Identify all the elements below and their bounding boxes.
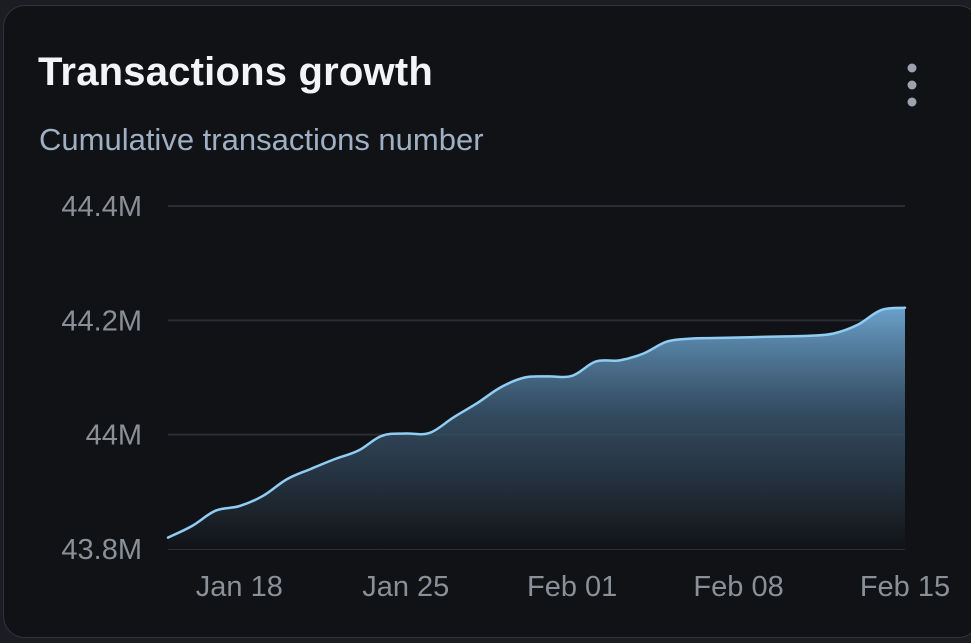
x-tick-label: Feb 15 bbox=[860, 571, 950, 603]
x-tick-label: Feb 08 bbox=[693, 571, 783, 603]
x-tick-label: Feb 01 bbox=[527, 571, 617, 603]
y-tick-label: 43.8M bbox=[61, 534, 142, 566]
area-layer bbox=[168, 307, 905, 549]
series-area bbox=[168, 307, 905, 549]
more-options-button[interactable] bbox=[895, 58, 929, 118]
chart-title: Transactions growth bbox=[38, 50, 433, 94]
series-line bbox=[166, 306, 907, 539]
more-vertical-icon bbox=[907, 63, 917, 107]
line-layer bbox=[166, 306, 907, 539]
y-tick-label: 44.4M bbox=[61, 191, 142, 223]
x-tick-label: Jan 18 bbox=[196, 571, 283, 603]
y-tick-label: 44.2M bbox=[61, 305, 142, 337]
chart-subtitle: Cumulative transactions number bbox=[39, 122, 484, 157]
y-axis: 44.4M 44.2M 44M 43.8M bbox=[61, 191, 142, 566]
y-tick-label: 44M bbox=[86, 420, 142, 452]
x-axis: Jan 18 Jan 25 Feb 01 Feb 08 Feb 15 bbox=[196, 571, 950, 603]
x-tick-label: Jan 25 bbox=[362, 571, 449, 603]
